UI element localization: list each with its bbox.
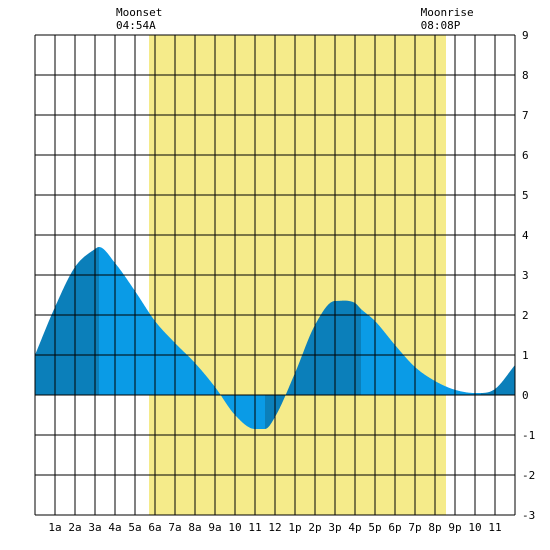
x-tick-label: 5a — [128, 521, 141, 534]
y-tick-label: 7 — [522, 109, 529, 122]
x-tick-label: 8p — [428, 521, 441, 534]
x-tick-label: 12 — [268, 521, 281, 534]
y-tick-label: 8 — [522, 69, 529, 82]
x-tick-label: 2a — [68, 521, 81, 534]
moonset-time: 04:54A — [116, 19, 156, 32]
y-tick-label: 5 — [522, 189, 529, 202]
x-tick-label: 4a — [108, 521, 121, 534]
x-tick-label: 8a — [188, 521, 201, 534]
grid-lines — [34, 34, 516, 516]
x-tick-label: 7a — [168, 521, 181, 534]
x-tick-label: 10 — [228, 521, 241, 534]
rising-tide-area — [481, 365, 515, 395]
y-tick-label: -1 — [522, 429, 535, 442]
x-tick-label: 10 — [468, 521, 481, 534]
y-tick-label: 9 — [522, 29, 529, 42]
x-tick-label: 6p — [388, 521, 401, 534]
moonrise-time: 08:08P — [421, 19, 461, 32]
x-tick-label: 3p — [328, 521, 341, 534]
x-tick-label: 4p — [348, 521, 361, 534]
x-tick-label: 7p — [408, 521, 421, 534]
x-tick-label: 2p — [308, 521, 321, 534]
rising-tide-area — [35, 247, 99, 395]
x-tick-label: 3a — [88, 521, 101, 534]
falling-tide-area — [361, 309, 481, 395]
x-tick-label: 6a — [148, 521, 161, 534]
x-tick-label: 5p — [368, 521, 381, 534]
y-tick-label: 4 — [522, 229, 529, 242]
y-tick-label: 0 — [522, 389, 529, 402]
x-tick-label: 1p — [288, 521, 301, 534]
falling-tide-area — [99, 247, 265, 429]
y-tick-label: 1 — [522, 349, 529, 362]
x-tick-label: 11 — [248, 521, 261, 534]
y-tick-label: -3 — [522, 509, 535, 522]
x-tick-label: 1a — [48, 521, 61, 534]
x-tick-label: 11 — [488, 521, 501, 534]
x-tick-label: 9p — [448, 521, 461, 534]
y-tick-label: 6 — [522, 149, 529, 162]
y-tick-label: 2 — [522, 309, 529, 322]
moonset-label: Moonset — [116, 6, 162, 19]
moonrise-label: Moonrise — [421, 6, 474, 19]
y-tick-label: -2 — [522, 469, 535, 482]
y-tick-label: 3 — [522, 269, 529, 282]
x-tick-label: 9a — [208, 521, 221, 534]
rising-tide-area — [265, 300, 361, 429]
